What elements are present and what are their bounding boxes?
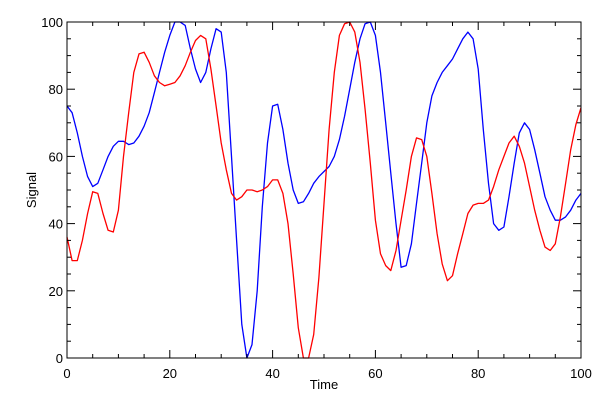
y-tick-label: 0 xyxy=(56,351,63,366)
y-tick-label: 60 xyxy=(49,149,63,164)
y-tick-label: 40 xyxy=(49,217,63,232)
y-tick-label: 80 xyxy=(49,82,63,97)
x-axis-title: Time xyxy=(310,377,338,392)
plot-area xyxy=(66,21,582,359)
x-tick-label: 40 xyxy=(265,366,279,381)
axis-tick-labels: 0 20 40 60 80 100 0 20 40 60 80 100 xyxy=(41,15,592,381)
plot-frame xyxy=(66,21,582,359)
x-tick-label: 60 xyxy=(368,366,382,381)
series-line-blue xyxy=(66,21,582,359)
y-axis-title: Signal xyxy=(24,172,39,208)
axis-ticks xyxy=(66,21,582,359)
series-line-red xyxy=(66,21,582,359)
y-tick-label: 100 xyxy=(41,15,63,30)
y-tick-label: 20 xyxy=(49,284,63,299)
x-tick-label: 20 xyxy=(163,366,177,381)
x-tick-label: 100 xyxy=(570,366,592,381)
x-tick-label: 80 xyxy=(471,366,485,381)
x-tick-label: 0 xyxy=(63,366,70,381)
